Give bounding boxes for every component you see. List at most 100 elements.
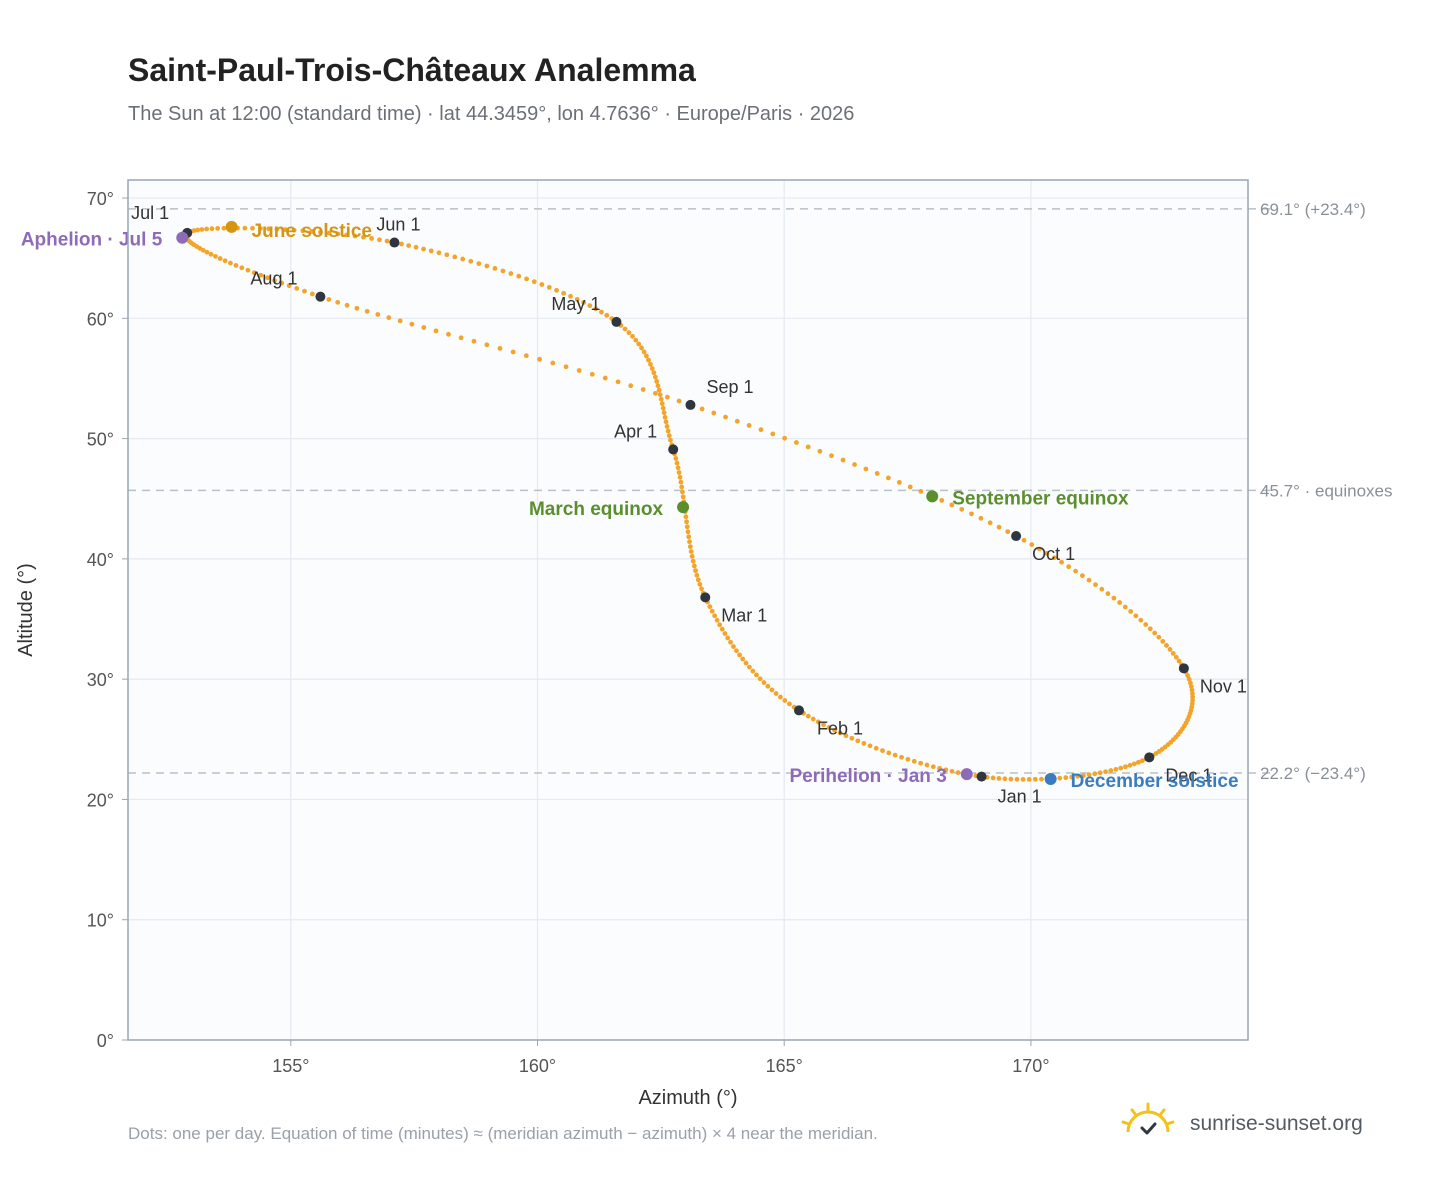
daily-sun-dot bbox=[680, 494, 686, 500]
daily-sun-dot bbox=[707, 604, 713, 610]
daily-sun-dot bbox=[397, 318, 403, 324]
daily-sun-dot bbox=[1111, 595, 1117, 601]
daily-sun-dot bbox=[1063, 775, 1069, 780]
chart-title: Saint-Paul-Trois-Châteaux Analemma bbox=[128, 52, 696, 88]
month-marker-label: Apr 1 bbox=[614, 421, 657, 441]
daily-sun-dot bbox=[352, 233, 358, 239]
daily-sun-dot bbox=[1190, 691, 1195, 696]
daily-sun-dot bbox=[793, 440, 799, 445]
daily-sun-dot bbox=[1081, 773, 1086, 778]
daily-sun-dot bbox=[563, 364, 569, 370]
daily-sun-dot bbox=[722, 631, 728, 636]
daily-sun-dot bbox=[602, 375, 608, 381]
daily-sun-dot bbox=[199, 227, 205, 232]
daily-sun-dot bbox=[668, 437, 673, 443]
sun-logo-icon bbox=[1121, 1102, 1175, 1135]
daily-sun-dot bbox=[712, 613, 718, 619]
daily-sun-dot bbox=[773, 691, 779, 696]
daily-sun-dot bbox=[213, 253, 218, 259]
daily-sun-dot bbox=[286, 283, 292, 289]
daily-sun-dot bbox=[433, 328, 439, 334]
daily-sun-dot bbox=[754, 672, 759, 678]
daily-sun-dot bbox=[204, 226, 210, 232]
daily-sun-dot bbox=[1160, 638, 1166, 644]
daily-sun-dot bbox=[843, 733, 849, 739]
y-tick-label: 10° bbox=[87, 911, 114, 931]
daily-sun-dot bbox=[344, 302, 350, 308]
daily-sun-dot bbox=[666, 433, 672, 439]
daily-sun-dot bbox=[1021, 537, 1027, 543]
daily-sun-dot bbox=[508, 271, 514, 276]
daily-sun-dot bbox=[266, 226, 272, 232]
daily-sun-dot bbox=[204, 249, 210, 255]
daily-sun-dot bbox=[880, 748, 885, 754]
y-tick-label: 70° bbox=[87, 189, 114, 209]
daily-sun-dot bbox=[587, 303, 593, 309]
daily-sun-dot bbox=[849, 735, 855, 741]
daily-sun-dot bbox=[1029, 542, 1035, 548]
daily-sun-dot bbox=[309, 291, 315, 297]
daily-sun-dot bbox=[384, 238, 390, 244]
daily-sun-dot bbox=[318, 229, 323, 235]
daily-sun-dot bbox=[554, 287, 559, 293]
daily-sun-dot bbox=[274, 226, 280, 232]
daily-sun-dot bbox=[604, 312, 610, 318]
daily-sun-dot bbox=[651, 370, 657, 376]
daily-sun-dot bbox=[817, 448, 823, 454]
daily-sun-dot bbox=[837, 730, 843, 736]
daily-sun-dot bbox=[769, 687, 775, 693]
daily-sun-dot bbox=[1008, 776, 1014, 782]
daily-sun-dot bbox=[1143, 622, 1149, 627]
daily-sun-dot bbox=[626, 330, 632, 336]
daily-sun-dot bbox=[826, 725, 832, 730]
daily-sun-dot bbox=[690, 558, 696, 564]
daily-sun-dot bbox=[1118, 765, 1124, 771]
daily-sun-dot bbox=[737, 652, 742, 658]
daily-sun-dot bbox=[782, 698, 788, 703]
daily-sun-dot bbox=[409, 321, 415, 327]
footnote: Dots: one per day. Equation of time (min… bbox=[128, 1124, 878, 1143]
daily-sun-dot bbox=[326, 297, 332, 302]
daily-sun-dot bbox=[576, 368, 582, 373]
daily-sun-dot bbox=[648, 361, 653, 367]
month-marker-label: Dec 1 bbox=[1165, 765, 1212, 785]
daily-sun-dot bbox=[885, 475, 891, 481]
daily-sun-dot bbox=[770, 431, 776, 437]
daily-sun-dot bbox=[734, 418, 740, 424]
event-markers: March equinox September equinox June solst… bbox=[21, 220, 1239, 792]
daily-sun-dot bbox=[1108, 768, 1114, 773]
daily-sun-dot bbox=[492, 266, 498, 271]
event-marker-label: December solstice bbox=[1071, 771, 1239, 792]
brand[interactable]: sunrise-sunset.org bbox=[1120, 1102, 1400, 1146]
daily-sun-dot bbox=[574, 296, 580, 302]
daily-sun-dot bbox=[918, 760, 924, 766]
daily-sun-dot bbox=[673, 456, 679, 461]
daily-sun-dot bbox=[1167, 647, 1173, 652]
y-tick-label: 60° bbox=[87, 309, 114, 329]
daily-sun-dot bbox=[1122, 604, 1128, 610]
daily-sun-dot bbox=[615, 379, 621, 385]
month-marker-dot bbox=[1144, 752, 1155, 763]
daily-sun-dot bbox=[326, 230, 332, 236]
month-marker-label: Sep 1 bbox=[706, 377, 753, 397]
daily-sun-dot bbox=[209, 226, 215, 232]
daily-sun-dot bbox=[497, 345, 503, 351]
daily-sun-dot bbox=[695, 577, 701, 583]
y-tick-label: 20° bbox=[87, 790, 114, 810]
event-marker-dot bbox=[677, 501, 690, 514]
daily-sun-dot bbox=[687, 539, 692, 545]
y-tick-label: 40° bbox=[87, 550, 114, 570]
daily-sun-dot bbox=[531, 279, 537, 285]
daily-sun-dot bbox=[1127, 762, 1133, 768]
daily-sun-dot bbox=[561, 290, 567, 296]
daily-sun-dot bbox=[918, 488, 924, 494]
daily-sun-dot bbox=[413, 244, 419, 250]
y-tick-label: 0° bbox=[97, 1031, 114, 1051]
daily-sun-dot bbox=[996, 775, 1002, 781]
daily-sun-dot bbox=[1128, 609, 1134, 614]
daily-sun-dot bbox=[1093, 582, 1098, 588]
x-tick-label: 170° bbox=[1012, 1056, 1049, 1076]
daily-sun-dot bbox=[354, 305, 360, 311]
daily-sun-dot bbox=[1080, 573, 1085, 579]
event-marker-label: June solstice bbox=[252, 221, 372, 242]
